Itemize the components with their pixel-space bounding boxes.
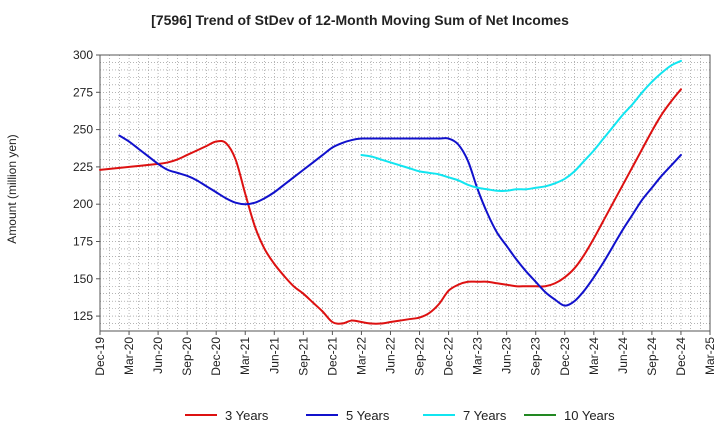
y-tick-label: 175	[73, 234, 93, 248]
series-lines	[99, 59, 682, 325]
x-tick-label: Mar-22	[354, 337, 368, 375]
plot-frame	[99, 54, 711, 332]
series-line-7-years	[360, 59, 682, 192]
chart-title: [7596] Trend of StDev of 12-Month Moving…	[151, 12, 569, 28]
x-tick-label: Sep-22	[413, 337, 427, 376]
x-tick-label: Sep-23	[529, 337, 543, 376]
x-tick-label: Mar-20	[122, 337, 136, 375]
x-tick-label: Jun-21	[267, 337, 281, 374]
legend-label-10-years: 10 Years	[564, 408, 615, 423]
x-tick-label: Jun-23	[500, 337, 514, 374]
x-tick-label: Dec-23	[558, 337, 572, 376]
legend: 3 Years 5 Years 7 Years 10 Years	[185, 408, 615, 423]
series-line-5-years	[118, 134, 682, 307]
x-tick-label: Jun-24	[616, 337, 630, 374]
x-tick-label: Sep-21	[296, 337, 310, 376]
series-line-3-years	[99, 88, 682, 325]
x-tick-label: Dec-22	[442, 337, 456, 376]
x-tick-label: Sep-24	[645, 337, 659, 376]
x-tick-label: Mar-25	[703, 337, 717, 375]
x-tick-label: Mar-23	[471, 337, 485, 375]
y-tick-label: 150	[73, 272, 93, 286]
x-tick-label: Jun-20	[151, 337, 165, 374]
legend-label-3-years: 3 Years	[225, 408, 269, 423]
legend-label-7-years: 7 Years	[463, 408, 507, 423]
x-tick-label: Dec-21	[325, 337, 339, 376]
x-tick-label: Jun-22	[383, 337, 397, 374]
y-tick-label: 200	[73, 197, 93, 211]
gridlines	[99, 54, 711, 332]
x-tick-label: Mar-24	[587, 337, 601, 375]
x-tick-label: Sep-20	[180, 337, 194, 376]
y-tick-label: 250	[73, 123, 93, 137]
legend-label-5-years: 5 Years	[346, 408, 390, 423]
x-tick-label: Mar-21	[238, 337, 252, 375]
y-tick-label: 300	[73, 48, 93, 62]
y-tick-label: 225	[73, 160, 93, 174]
x-tick-label: Dec-24	[674, 337, 688, 376]
x-tick-label: Dec-19	[93, 337, 107, 376]
y-tick-label: 275	[73, 85, 93, 99]
axes: 125 150 175 200 225 250 275 300 Dec-19 Mar-20 Jun-…	[73, 48, 717, 376]
y-tick-label: 125	[73, 309, 93, 323]
x-tick-label: Dec-20	[209, 337, 223, 376]
